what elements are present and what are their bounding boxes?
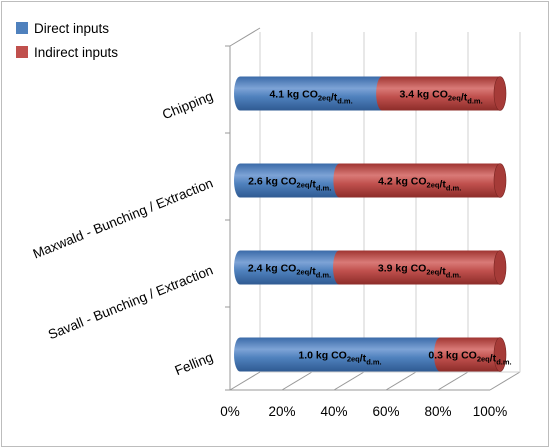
floor-line-0 bbox=[229, 371, 261, 391]
legend-item-indirect: Indirect inputs bbox=[16, 44, 119, 60]
legend: Direct inputs Indirect inputs bbox=[16, 21, 118, 69]
bar-end-cap-3 bbox=[493, 337, 507, 372]
category-label-2: Savall - Bunching / Extraction bbox=[46, 262, 215, 342]
bar-indirect-1 bbox=[333, 163, 506, 198]
bar-indirect-3 bbox=[434, 337, 506, 372]
data-label-indirect-0: 3.4 kg CO2eq/td.m. bbox=[399, 89, 482, 106]
legend-label-indirect: Indirect inputs bbox=[34, 44, 119, 60]
bar-end-cap-0 bbox=[493, 76, 507, 111]
bar-end-cap-1 bbox=[493, 163, 507, 198]
bar-end-cap-2 bbox=[493, 250, 507, 285]
data-label-direct-0: 4.1 kg CO2eq/td.m. bbox=[269, 89, 352, 106]
floor-line-5 bbox=[489, 371, 521, 391]
legend-label-direct: Direct inputs bbox=[34, 20, 110, 36]
bar-direct-3 bbox=[234, 337, 446, 372]
category-label-3: Felling bbox=[173, 349, 216, 378]
x-tick-label-2: 40% bbox=[320, 404, 347, 419]
category-label-0: Chipping bbox=[160, 88, 215, 122]
data-label-indirect-1: 4.2 kg CO2eq/td.m. bbox=[378, 176, 461, 193]
floor-line-2 bbox=[333, 371, 365, 391]
x-tick-label-4: 80% bbox=[424, 404, 451, 419]
category-label-1: Maxwald - Bunching / Extraction bbox=[31, 175, 215, 261]
wall-top-edge bbox=[229, 27, 261, 47]
x-tick-label-0: 0% bbox=[220, 404, 240, 419]
legend-swatch-indirect bbox=[16, 46, 28, 58]
x-tick-label-5: 100% bbox=[473, 404, 508, 419]
floor-line-3 bbox=[385, 371, 417, 391]
data-label-indirect-2: 3.9 kg CO2eq/td.m. bbox=[378, 263, 461, 280]
bar-direct-2 bbox=[234, 250, 346, 285]
data-label-direct-2: 2.4 kg CO2eq/td.m. bbox=[248, 263, 331, 280]
bars bbox=[234, 76, 507, 372]
x-tick-label-1: 20% bbox=[268, 404, 295, 419]
bar-indirect-2 bbox=[333, 250, 506, 285]
bar-direct-0 bbox=[234, 76, 389, 111]
bar-direct-1 bbox=[234, 163, 346, 198]
data-label-direct-1: 2.6 kg CO2eq/td.m. bbox=[248, 176, 331, 193]
legend-swatch-direct bbox=[16, 22, 28, 34]
x-tick-label-3: 60% bbox=[372, 404, 399, 419]
bar-indirect-0 bbox=[376, 76, 506, 111]
legend-item-direct: Direct inputs bbox=[16, 20, 118, 36]
data-label-direct-3: 1.0 kg CO2eq/td.m. bbox=[298, 350, 381, 367]
floor-line-4 bbox=[437, 371, 469, 391]
floor-line-1 bbox=[281, 371, 313, 391]
data-label-indirect-3: 0.3 kg CO2eq/td.m. bbox=[428, 350, 511, 367]
